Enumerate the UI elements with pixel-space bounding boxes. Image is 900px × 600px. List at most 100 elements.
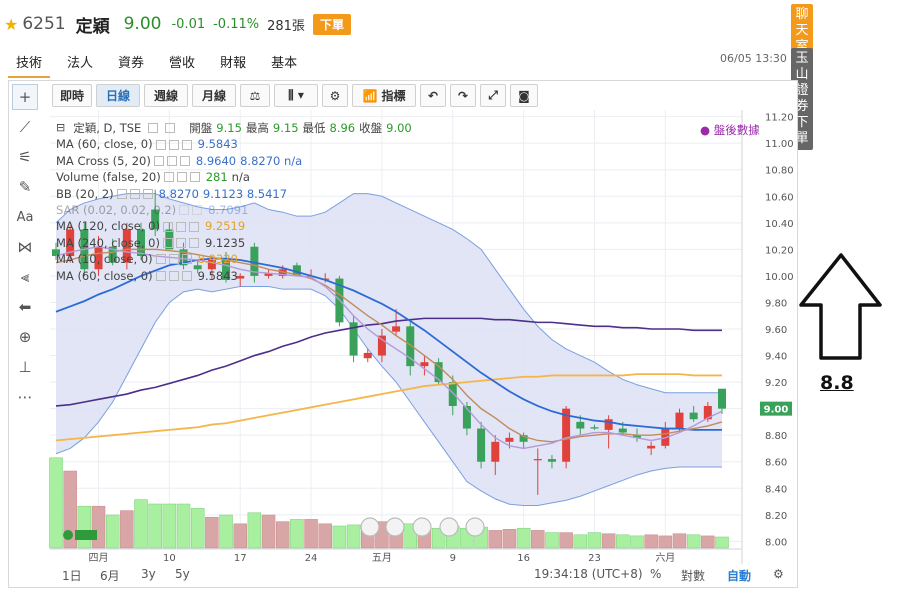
legend-eye-icon[interactable] <box>162 237 173 248</box>
intraday-button[interactable]: 即時 <box>52 84 92 107</box>
range-6m-button[interactable]: 6月 <box>100 569 120 583</box>
ma-120-line <box>55 373 722 442</box>
tab-financials[interactable]: 財報 <box>220 56 247 71</box>
scroll-right-icon[interactable] <box>465 517 485 537</box>
volume-bar <box>672 533 687 549</box>
undo-icon[interactable]: ↶ <box>420 84 446 107</box>
after-hours-toggle[interactable]: ● 盤後數據 <box>700 123 760 137</box>
volume-bar <box>488 530 503 549</box>
tab-margin[interactable]: 資券 <box>118 56 145 71</box>
zoom-in-icon[interactable] <box>439 517 459 537</box>
tab-fundamentals[interactable]: 基本 <box>271 56 298 71</box>
legend-close-icon[interactable] <box>181 254 192 265</box>
place-order-button[interactable]: 下單 <box>312 13 351 35</box>
volume-bar <box>162 503 177 549</box>
legend-value-2: 8.8270 n/a <box>240 153 303 168</box>
volume-bar <box>290 519 304 549</box>
tab-technical[interactable]: 技術 <box>8 50 51 78</box>
compare-icon[interactable]: ⚖ <box>240 84 270 107</box>
fullscreen-icon[interactable]: ⤢ <box>480 84 506 107</box>
favorite-star-icon[interactable]: ★ <box>4 14 19 34</box>
legend-eye-icon[interactable] <box>155 270 166 281</box>
legend-close-icon[interactable] <box>181 139 192 150</box>
volume-bar <box>91 505 106 549</box>
legend-eye-icon[interactable] <box>153 155 164 166</box>
monthly-button[interactable]: 月線 <box>192 84 236 107</box>
legend-eye-icon[interactable] <box>155 254 166 265</box>
legend-close-icon[interactable] <box>189 172 200 183</box>
daily-button[interactable]: 日線 <box>96 84 140 107</box>
price-tick-label: 10.00 <box>765 272 794 283</box>
candle-body <box>165 229 174 250</box>
trendline-icon[interactable]: ⟋ <box>19 118 31 136</box>
back-arrow-icon[interactable]: ⬅ <box>18 298 32 316</box>
legend-row: MA (240, close, 0) 9.1235 <box>56 235 416 251</box>
target-price-annotation: 8.8 <box>820 372 854 394</box>
collapse-icon[interactable]: ⊟ <box>56 121 66 134</box>
legend-close-icon[interactable] <box>188 237 199 248</box>
snapshot-camera-icon[interactable]: ◙ <box>510 84 538 107</box>
settings-gear-icon[interactable]: ⚙ <box>322 84 348 107</box>
price-tick-label: 9.80 <box>765 298 787 309</box>
tab-revenue[interactable]: 營收 <box>169 56 196 71</box>
legend-gear-icon[interactable] <box>165 123 176 134</box>
legend-close-icon[interactable] <box>142 188 153 199</box>
legend-eye-icon[interactable] <box>163 172 174 183</box>
volume-bar <box>531 530 545 549</box>
legend-gear-icon[interactable] <box>175 237 186 248</box>
crosshair-icon[interactable]: + <box>12 84 38 110</box>
measure-icon[interactable]: ⫷ <box>20 268 30 286</box>
weekly-button[interactable]: 週線 <box>144 84 188 107</box>
legend-eye-icon[interactable] <box>179 205 190 216</box>
legend-gear-icon[interactable] <box>168 254 179 265</box>
percent-scale-toggle[interactable]: % <box>650 567 662 581</box>
range-5y-button[interactable]: 5y <box>175 567 190 581</box>
range-3y-button[interactable]: 3y <box>141 567 156 581</box>
legend-value-2: 9.1123 8.5417 <box>202 186 288 201</box>
tab-institutional[interactable]: 法人 <box>67 56 94 71</box>
reset-icon[interactable] <box>412 517 432 537</box>
legend-close-icon[interactable] <box>179 155 190 166</box>
volume-bar <box>701 535 715 549</box>
legend-gear-icon[interactable] <box>168 139 179 150</box>
indicators-button[interactable]: 📶 指標 <box>352 84 416 107</box>
legend-eye-icon[interactable] <box>162 221 173 232</box>
legend-eye-icon[interactable] <box>116 188 127 199</box>
candle-body <box>519 435 528 442</box>
legend-gear-icon[interactable] <box>129 188 140 199</box>
zoom-icon[interactable]: ⊕ <box>18 328 32 346</box>
candle-body <box>718 388 726 409</box>
brush-icon[interactable]: ✎ <box>18 178 32 196</box>
zoom-out-icon[interactable] <box>385 517 405 537</box>
legend-eye-icon[interactable] <box>148 123 159 134</box>
last-price-tag: 9.00 <box>760 401 792 416</box>
candle-body <box>618 428 627 433</box>
auto-scale-toggle[interactable]: 自動 <box>727 569 752 583</box>
fib-icon[interactable]: ⚟ <box>18 148 32 166</box>
legend-gear-icon[interactable] <box>166 155 177 166</box>
ruler-icon[interactable]: ⊥ <box>18 358 32 376</box>
candle-body <box>236 275 245 279</box>
range-1d-button[interactable]: 1日 <box>62 569 82 583</box>
price-tick-label: 8.40 <box>765 484 787 495</box>
legend-label: MA (240, close, 0) <box>56 235 160 250</box>
text-tool-icon[interactable]: Aa <box>16 209 34 225</box>
scroll-left-icon[interactable] <box>360 517 380 537</box>
legend-gear-icon[interactable] <box>192 205 203 216</box>
axis-settings-icon[interactable]: ⚙ <box>773 567 784 581</box>
legend-gear-icon[interactable] <box>168 270 179 281</box>
log-scale-toggle[interactable]: 對數 <box>681 569 706 583</box>
legend-gear-icon[interactable] <box>176 172 187 183</box>
more-tools-icon[interactable]: ⋯ <box>17 388 33 406</box>
legend-eye-icon[interactable] <box>155 139 166 150</box>
candle-body <box>94 246 103 270</box>
date-axis: 四月 10 17 24 五月 9 16 23 六月 <box>89 552 676 564</box>
legend-close-icon[interactable] <box>188 221 199 232</box>
redo-icon[interactable]: ↷ <box>450 84 476 107</box>
stock-code: 6251 <box>22 14 66 34</box>
chart-style-icon[interactable]: ⫼ ▾ <box>274 84 318 107</box>
legend-gear-icon[interactable] <box>175 221 186 232</box>
legend-close-icon[interactable] <box>181 270 192 281</box>
pattern-icon[interactable]: ⋈ <box>17 238 33 256</box>
